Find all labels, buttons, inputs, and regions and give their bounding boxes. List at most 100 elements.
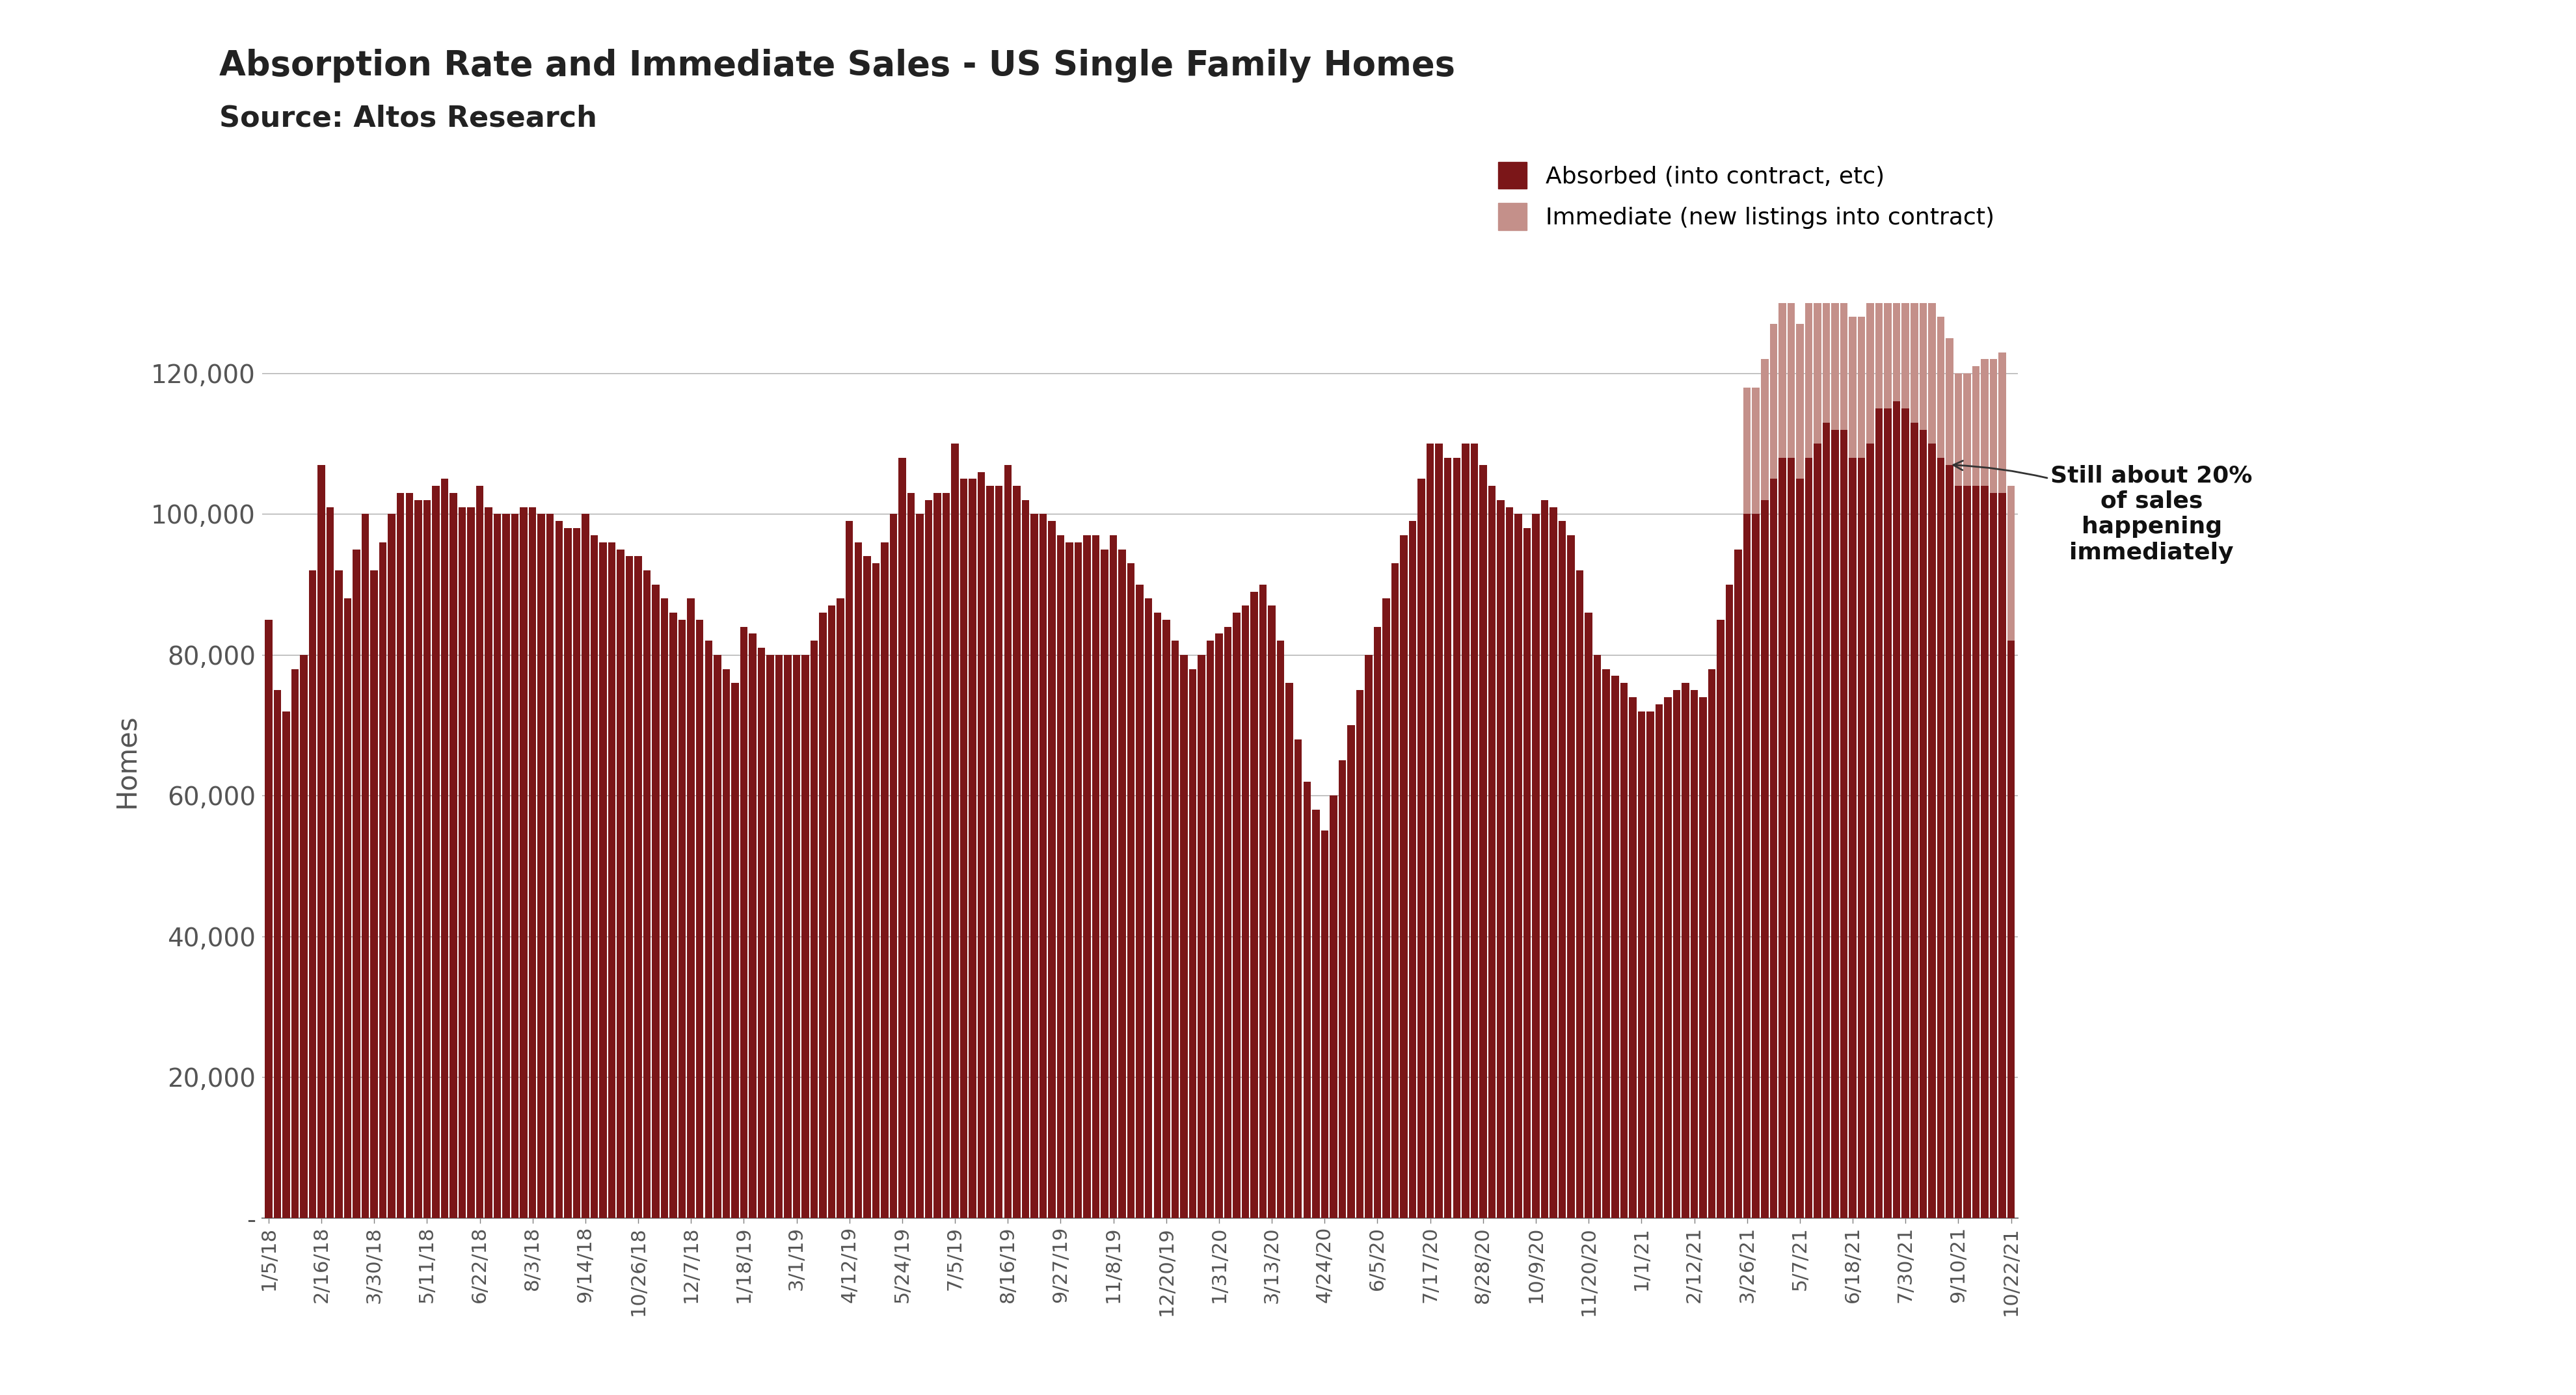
Bar [1461,444,1468,1218]
Bar [662,598,667,1218]
Bar [371,571,379,1218]
Bar [510,515,518,1218]
Bar [750,633,757,1218]
Bar [1092,536,1100,1218]
Bar [1365,654,1373,1218]
Y-axis label: Homes: Homes [113,713,139,808]
Bar [484,506,492,1218]
Bar [979,472,984,1218]
Bar [1435,444,1443,1218]
Bar [732,684,739,1218]
Bar [1777,458,1785,1218]
Bar [644,571,652,1218]
Bar [1066,543,1074,1218]
Bar [1522,529,1530,1218]
Bar [1919,268,1927,1218]
Bar [670,612,677,1218]
Bar [1242,605,1249,1218]
Bar [389,515,397,1218]
Bar [863,557,871,1218]
Bar [1945,465,1953,1218]
Bar [1417,478,1425,1218]
Bar [706,640,714,1218]
Bar [933,492,940,1218]
Bar [502,515,510,1218]
Bar [1180,654,1188,1218]
Bar [1726,585,1734,1218]
Bar [721,670,729,1218]
Bar [1814,444,1821,1218]
Bar [1347,725,1355,1218]
Bar [520,506,528,1218]
Bar [714,654,721,1218]
Bar [845,522,853,1218]
Bar [1700,698,1708,1218]
Bar [1417,478,1425,1218]
Bar [1620,684,1628,1218]
Bar [309,571,317,1218]
Bar [1100,550,1108,1218]
Bar [1489,485,1497,1218]
Bar [361,515,368,1218]
Bar [265,619,273,1218]
Bar [1937,458,1945,1218]
Bar [881,543,889,1218]
Bar [1365,654,1373,1218]
Bar [1162,619,1170,1218]
Bar [477,485,484,1218]
Bar [1427,444,1435,1218]
Bar [1190,670,1195,1218]
Bar [1489,485,1497,1218]
Bar [1955,374,1963,1218]
Bar [1162,619,1170,1218]
Bar [371,571,379,1218]
Bar [283,711,291,1218]
Bar [1373,626,1381,1218]
Bar [1620,684,1628,1218]
Bar [1234,612,1242,1218]
Bar [1023,499,1030,1218]
Bar [1857,458,1865,1218]
Bar [1329,795,1337,1218]
Bar [1515,515,1522,1218]
Bar [404,492,412,1218]
Bar [283,711,291,1218]
Bar [1012,485,1020,1218]
Bar [768,654,773,1218]
Bar [345,598,350,1218]
Bar [1989,360,1996,1218]
Bar [1084,536,1090,1218]
Bar [1824,423,1829,1218]
Bar [652,585,659,1218]
Bar [1628,698,1636,1218]
Bar [1435,444,1443,1218]
Bar [1048,522,1056,1218]
Bar [510,515,518,1218]
Bar [1551,506,1558,1218]
Bar [616,550,623,1218]
Bar [1005,465,1012,1218]
Bar [969,478,976,1218]
Bar [899,458,907,1218]
Bar [1857,317,1865,1218]
Bar [1373,626,1381,1218]
Bar [1216,633,1224,1218]
Bar [1347,725,1355,1218]
Bar [440,478,448,1218]
Bar [1839,430,1847,1218]
Bar [546,515,554,1218]
Bar [961,478,969,1218]
Bar [1945,338,1953,1218]
Bar [1128,564,1136,1218]
Bar [1030,515,1038,1218]
Bar [1172,640,1180,1218]
Bar [1190,670,1195,1218]
Bar [1814,275,1821,1218]
Bar [1401,536,1406,1218]
Bar [1507,506,1512,1218]
Bar [1638,711,1646,1218]
Bar [1023,499,1030,1218]
Bar [1180,654,1188,1218]
Bar [528,506,536,1218]
Bar [1471,444,1479,1218]
